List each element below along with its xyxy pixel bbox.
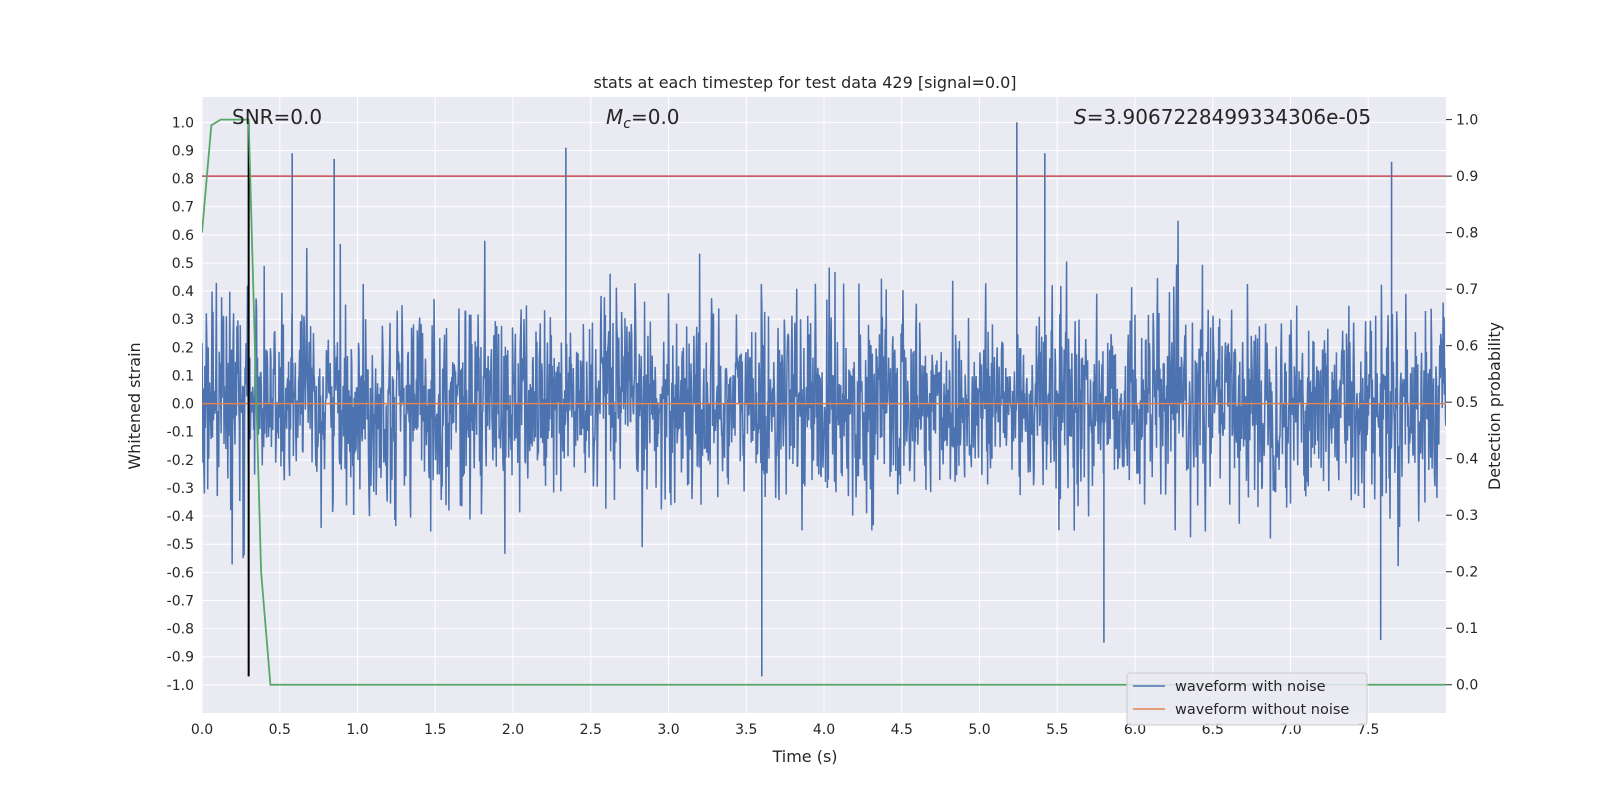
plot-area bbox=[202, 118, 1446, 686]
y-left-tick-label: 0.9 bbox=[172, 143, 194, 159]
y-left-tick-label: -1.0 bbox=[167, 678, 194, 694]
y-right-tick-label: 0.2 bbox=[1456, 565, 1478, 581]
x-axis-label: Time (s) bbox=[771, 747, 837, 766]
mc-subscript: c bbox=[623, 116, 631, 132]
y-left-axis-ticks: 1.0 0.9 0.8 0.7 0.6 0.5 0.4 0.3 0.2 0.1 0.0 -0.1 -0.… bbox=[167, 115, 194, 694]
x-tick-label: 3.5 bbox=[735, 722, 757, 738]
y-left-tick-label: 0.8 bbox=[172, 172, 194, 188]
x-tick-label: 7.5 bbox=[1357, 722, 1379, 738]
overlays bbox=[202, 118, 1446, 686]
detection-probability-line bbox=[202, 118, 1446, 686]
mc-symbol: M bbox=[606, 105, 623, 129]
y-right-tick-label: 0.6 bbox=[1456, 339, 1478, 355]
x-tick-label: 0.5 bbox=[269, 722, 291, 738]
mc-value: =0.0 bbox=[631, 105, 680, 129]
y-right-tick-label: 0.1 bbox=[1456, 621, 1478, 637]
x-tick-label: 2.5 bbox=[580, 722, 602, 738]
y-right-axis-ticks: 1.0 0.9 0.8 0.7 0.6 0.5 0.4 0.3 0.2 0.1 0.0 bbox=[1446, 113, 1478, 694]
y-left-tick-label: -0.5 bbox=[167, 537, 194, 553]
series-waveform-with-noise bbox=[202, 122, 1446, 677]
y-left-tick-label: -0.7 bbox=[167, 593, 194, 609]
y-right-tick-label: 0.9 bbox=[1456, 169, 1478, 185]
y-left-tick-label: -0.2 bbox=[167, 453, 194, 469]
y-left-tick-label: 0.0 bbox=[172, 397, 194, 413]
y-left-tick-label: -0.1 bbox=[167, 425, 194, 441]
legend: waveform with noise waveform without noi… bbox=[1126, 672, 1368, 726]
y-right-axis-label: Detection probability bbox=[1485, 322, 1504, 490]
x-tick-label: 1.0 bbox=[346, 722, 368, 738]
x-tick-label: 5.0 bbox=[968, 722, 990, 738]
y-left-tick-label: 1.0 bbox=[172, 115, 194, 131]
x-tick-label: 2.0 bbox=[502, 722, 524, 738]
y-left-tick-label: -0.8 bbox=[167, 622, 194, 638]
noise-waveform-line bbox=[202, 220, 1446, 567]
x-tick-label: 4.5 bbox=[891, 722, 913, 738]
x-tick-label: 3.0 bbox=[657, 722, 679, 738]
chirp-mass-annotation: Mc=0.0 bbox=[606, 105, 680, 132]
y-left-tick-label: -0.9 bbox=[167, 650, 194, 666]
y-right-tick-label: 0.3 bbox=[1456, 508, 1478, 524]
snr-annotation: SNR=0.0 bbox=[232, 105, 322, 129]
legend-box bbox=[1126, 672, 1368, 726]
y-left-tick-label: 0.1 bbox=[172, 368, 194, 384]
y-left-tick-label: 0.5 bbox=[172, 256, 194, 272]
legend-label-clean: waveform without noise bbox=[1175, 702, 1349, 718]
x-tick-label: 0.0 bbox=[191, 722, 213, 738]
y-left-tick-label: 0.4 bbox=[172, 284, 194, 300]
y-right-tick-label: 0.5 bbox=[1456, 395, 1478, 411]
y-left-tick-label: -0.6 bbox=[167, 565, 194, 581]
x-tick-label: 6.5 bbox=[1202, 722, 1224, 738]
y-left-tick-label: -0.4 bbox=[167, 509, 194, 525]
y-right-tick-label: 0.4 bbox=[1456, 452, 1478, 468]
y-right-tick-label: 0.7 bbox=[1456, 282, 1478, 298]
x-tick-label: 6.0 bbox=[1124, 722, 1146, 738]
x-tick-label: 7.0 bbox=[1279, 722, 1301, 738]
y-left-axis-label: Whitened strain bbox=[125, 342, 144, 469]
chart-title: stats at each timestep for test data 429… bbox=[593, 73, 1016, 92]
y-right-tick-label: 0.8 bbox=[1456, 226, 1478, 242]
x-tick-label: 1.5 bbox=[424, 722, 446, 738]
y-left-tick-label: 0.3 bbox=[172, 312, 194, 328]
x-tick-label: 4.0 bbox=[813, 722, 835, 738]
x-axis-ticks: 0.0 0.5 1.0 1.5 2.0 2.5 3.0 3.5 4.0 4.5 5.0 5.5 6.0 6… bbox=[191, 722, 1380, 738]
s-annotation: S=3.9067228499334306e-05 bbox=[1074, 105, 1371, 129]
y-left-tick-label: -0.3 bbox=[167, 481, 194, 497]
y-left-tick-label: 0.6 bbox=[172, 228, 194, 244]
s-symbol: S bbox=[1074, 105, 1087, 129]
y-right-tick-label: 0.0 bbox=[1456, 678, 1478, 694]
legend-label-noise: waveform with noise bbox=[1175, 679, 1326, 695]
y-right-tick-label: 1.0 bbox=[1456, 113, 1478, 129]
y-left-tick-label: 0.2 bbox=[172, 340, 194, 356]
y-left-tick-label: 0.7 bbox=[172, 200, 194, 216]
x-tick-label: 5.5 bbox=[1046, 722, 1068, 738]
s-value: =3.9067228499334306e-05 bbox=[1087, 105, 1371, 129]
